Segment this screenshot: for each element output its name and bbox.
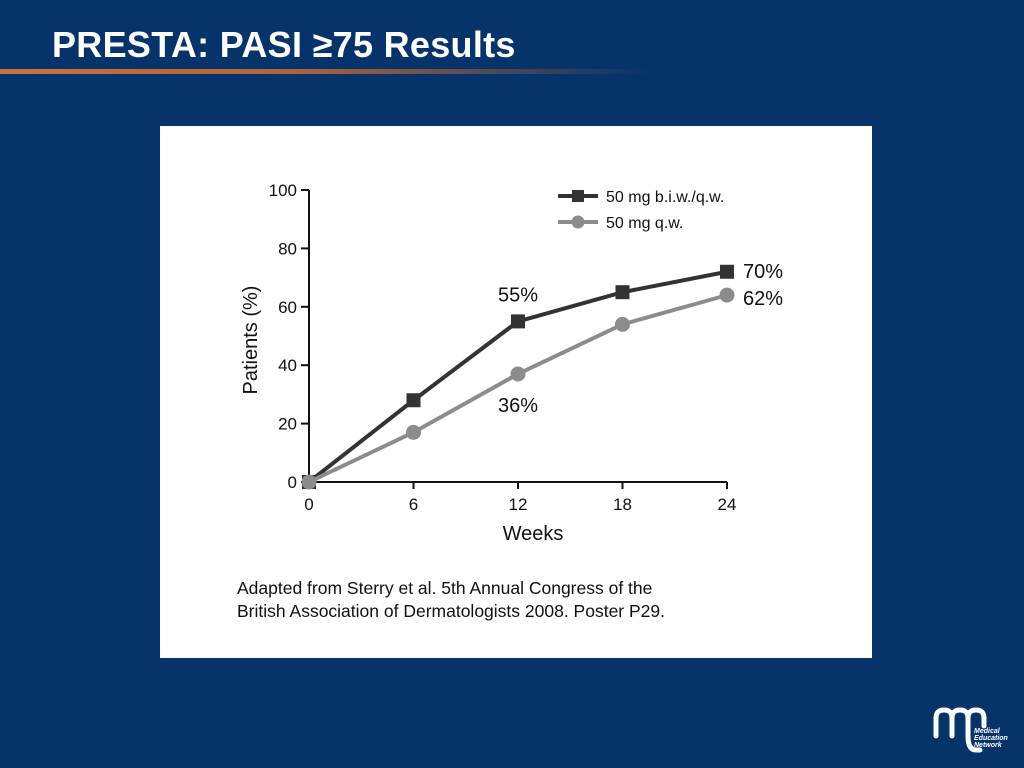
data-point — [510, 366, 526, 382]
data-point — [720, 264, 734, 279]
data-label: 70% — [743, 261, 783, 283]
men-logo-icon — [933, 707, 987, 753]
y-tick-label: 60 — [278, 298, 297, 317]
y-tick-label: 0 — [288, 473, 297, 492]
chart-panel: 0 20 40 60 80 100 0 6 12 18 24 Weeks Patients (%) 50 … — [160, 126, 872, 658]
x-tick-label: 12 — [509, 495, 528, 514]
x-tick-label: 24 — [718, 495, 737, 514]
legend-marker — [571, 215, 585, 229]
data-point — [511, 314, 525, 329]
logo-text-line: Network — [974, 742, 1002, 749]
y-tick-label: 20 — [278, 415, 297, 434]
logo-text: Medical Education Network — [974, 728, 1008, 749]
legend-label: 50 mg q.w. — [606, 215, 683, 232]
line-chart: 0 20 40 60 80 100 0 6 12 18 24 Weeks Patients (%) 50 … — [240, 181, 783, 545]
x-tick-label: 0 — [304, 495, 313, 514]
y-tick-label: 40 — [278, 356, 297, 375]
logo-text-line: Medical — [974, 728, 1000, 735]
legend-marker — [572, 190, 584, 202]
x-tick-label: 6 — [409, 495, 418, 514]
slide-title: PRESTA: PASI ≥75 Results — [52, 24, 516, 65]
legend-label: 50 mg b.i.w./q.w. — [606, 189, 724, 206]
data-point — [406, 424, 421, 440]
data-label: 62% — [743, 288, 783, 310]
logo-text-line: Education — [974, 735, 1008, 742]
source-line-1: Adapted from Sterry et al. 5th Annual Co… — [237, 578, 653, 598]
title-underline — [0, 69, 650, 74]
y-axis-label: Patients (%) — [240, 286, 262, 395]
data-point — [301, 474, 317, 490]
x-axis-label: Weeks — [503, 523, 564, 545]
source-line-2: British Association of Dermatologists 20… — [237, 601, 665, 621]
data-point — [615, 316, 630, 332]
data-point — [615, 285, 630, 300]
y-tick-label: 100 — [269, 181, 297, 200]
x-tick-label: 18 — [613, 495, 632, 514]
source-citation: Adapted from Sterry et al. 5th Annual Co… — [237, 577, 837, 623]
data-label: 36% — [498, 395, 538, 417]
data-point — [719, 287, 735, 303]
y-tick-label: 80 — [278, 239, 297, 258]
data-label: 55% — [498, 284, 538, 306]
data-point — [406, 393, 421, 408]
